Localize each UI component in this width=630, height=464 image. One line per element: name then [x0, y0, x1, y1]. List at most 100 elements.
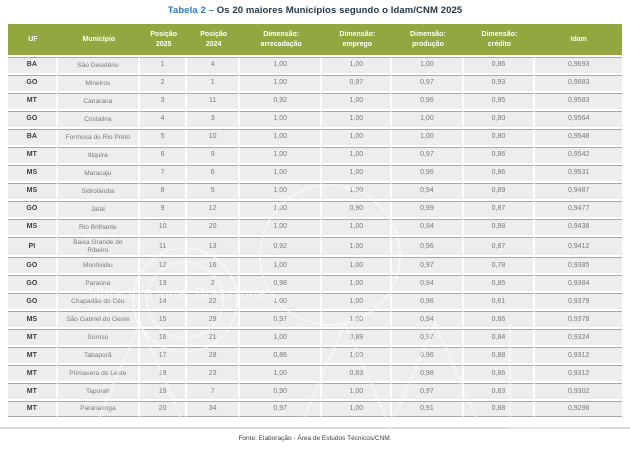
idam-cell: 0,9564	[535, 111, 622, 127]
dim-emprego-cell: 1,00	[322, 293, 393, 310]
dim-emprego-cell: 0,97	[322, 75, 393, 91]
pos-2025-cell: 14	[139, 293, 188, 310]
idam-cell: 0,9312	[535, 347, 622, 364]
idam-cell: 0,9531	[535, 165, 622, 181]
pos-2024-cell: 23	[187, 365, 241, 382]
pos-2025-cell: 8	[139, 183, 188, 199]
table-row: BA Formosa do Rio Preto 5 10 1,00 1,00 1…	[8, 129, 622, 145]
dim-arrecadacao-cell: 0,92	[240, 93, 323, 109]
dim-emprego-cell: 1,00	[322, 165, 393, 181]
municipio-cell: Canarana	[57, 93, 140, 109]
pos-2024-cell: 13	[187, 237, 241, 256]
dim-credito-cell: 0,86	[463, 365, 536, 382]
uf-cell: MS	[8, 311, 58, 328]
dim-credito-cell: 0,86	[463, 57, 536, 73]
idam-cell: 0,9412	[535, 237, 622, 256]
uf-cell: GO	[8, 111, 58, 127]
dim-credito-cell: 0,80	[463, 111, 536, 127]
pos-2024-cell: 9	[187, 147, 241, 163]
table-row: BA São Desidério 1 4 1,00 1,00 1,00 0,86…	[8, 57, 622, 73]
dim-arrecadacao-cell: 0,97	[240, 401, 323, 418]
uf-cell: MT	[8, 365, 58, 382]
pos-2025-cell: 19	[139, 383, 188, 400]
dim-credito-cell: 0,81	[463, 293, 536, 310]
dim-emprego-cell: 0,83	[322, 365, 393, 382]
dim-producao-cell: 0,96	[392, 347, 464, 364]
municipio-cell: Paraúna	[57, 275, 140, 292]
column-header-dim-arrecadacao: Dimensão: arrecadação	[240, 24, 323, 55]
dim-producao-cell: 0,96	[392, 293, 464, 310]
dim-credito-cell: 0,84	[463, 329, 536, 346]
table-body: BA São Desidério 1 4 1,00 1,00 1,00 0,86…	[8, 57, 622, 418]
dim-producao-cell: 0,94	[392, 183, 464, 199]
municipio-cell: São Gabriel do Oeste	[57, 311, 140, 328]
uf-cell: PI	[8, 237, 58, 256]
column-header-pos-2025: Posição 2025	[139, 24, 188, 55]
dim-arrecadacao-cell: 1,00	[240, 111, 323, 127]
dim-arrecadacao-cell: 1,00	[240, 257, 323, 274]
pos-2025-cell: 15	[139, 311, 188, 328]
dim-emprego-cell: 1,00	[322, 237, 393, 256]
table-row: GO Mineiros 2 1 1,00 0,97 0,97 0,93 0,96…	[8, 75, 622, 91]
dim-arrecadacao-cell: 1,00	[240, 365, 323, 382]
municipio-cell: Chapadão do Céu	[57, 293, 140, 310]
pos-2025-cell: 4	[139, 111, 188, 127]
dim-arrecadacao-cell: 1,00	[240, 129, 323, 145]
municipio-cell: Sidrolândia	[57, 183, 140, 199]
dim-emprego-cell: 1,00	[322, 147, 393, 163]
idam-cell: 0,9477	[535, 201, 622, 217]
idam-cell: 0,9385	[535, 257, 622, 274]
idam-cell: 0,9296	[535, 401, 622, 418]
uf-cell: MS	[8, 183, 58, 199]
table-row: GO Montividiu 12 16 1,00 1,00 0,97 0,78 …	[8, 257, 622, 274]
uf-cell: GO	[8, 201, 58, 217]
idam-cell: 0,9302	[535, 383, 622, 400]
dim-emprego-cell: 1,00	[322, 129, 393, 145]
municipio-cell: Rio Brilhante	[57, 219, 140, 235]
municipio-cell: Sorriso	[57, 329, 140, 346]
pos-2024-cell: 2	[187, 275, 241, 292]
pos-2024-cell: 6	[187, 165, 241, 181]
table-row: GO Paraúna 13 2 0,98 1,00 0,94 0,85 0,93…	[8, 275, 622, 292]
dim-arrecadacao-cell: 1,00	[240, 147, 323, 163]
pos-2025-cell: 1	[139, 57, 188, 73]
pos-2024-cell: 1	[187, 75, 241, 91]
dim-producao-cell: 0,99	[392, 201, 464, 217]
pos-2025-cell: 20	[139, 401, 188, 418]
pos-2024-cell: 12	[187, 201, 241, 217]
pos-2025-cell: 5	[139, 129, 188, 145]
idam-cell: 0,9438	[535, 219, 622, 235]
idam-table: UF Município Posição 2025 Posição 2024 D…	[8, 22, 622, 419]
municipio-cell: São Desidério	[57, 57, 140, 73]
dim-arrecadacao-cell: 1,00	[240, 293, 323, 310]
dim-emprego-cell: 1,00	[322, 347, 393, 364]
dim-arrecadacao-cell: 1,00	[240, 329, 323, 346]
source-note: Fonte: Elaboração - Área de Estudos Técn…	[238, 435, 392, 443]
table-row: GO Cristalina 4 3 1,00 1,00 1,00 0,80 0,…	[8, 111, 622, 127]
uf-cell: MT	[8, 401, 58, 418]
dim-emprego-cell: 0,90	[322, 201, 393, 217]
uf-cell: GO	[8, 275, 58, 292]
uf-cell: BA	[8, 129, 58, 145]
municipio-cell: Mineiros	[57, 75, 140, 91]
dim-credito-cell: 0,85	[463, 275, 536, 292]
idam-cell: 0,9693	[535, 57, 622, 73]
pos-2024-cell: 5	[187, 183, 241, 199]
dim-arrecadacao-cell: 0,90	[240, 383, 323, 400]
uf-cell: MT	[8, 147, 58, 163]
pos-2025-cell: 12	[139, 257, 188, 274]
dim-arrecadacao-cell: 0,86	[240, 347, 323, 364]
table-title-text: Os 20 maiores Municípios segundo o Idam/…	[216, 5, 463, 16]
pos-2025-cell: 9	[139, 201, 188, 217]
dim-emprego-cell: 1,00	[322, 275, 393, 292]
idam-cell: 0,9548	[535, 129, 622, 145]
municipio-cell: Cristalina	[57, 111, 140, 127]
dim-credito-cell: 0,88	[463, 401, 536, 418]
pos-2024-cell: 3	[187, 111, 241, 127]
table-row: MS São Gabriel do Oeste 15 29 0,97 1,00 …	[8, 311, 622, 328]
municipio-cell: Jataí	[57, 201, 140, 217]
pos-2024-cell: 29	[187, 311, 241, 328]
pos-2024-cell: 34	[187, 401, 241, 418]
municipio-cell: Primavera do Leste	[57, 365, 140, 382]
dim-emprego-cell: 1,00	[322, 257, 393, 274]
